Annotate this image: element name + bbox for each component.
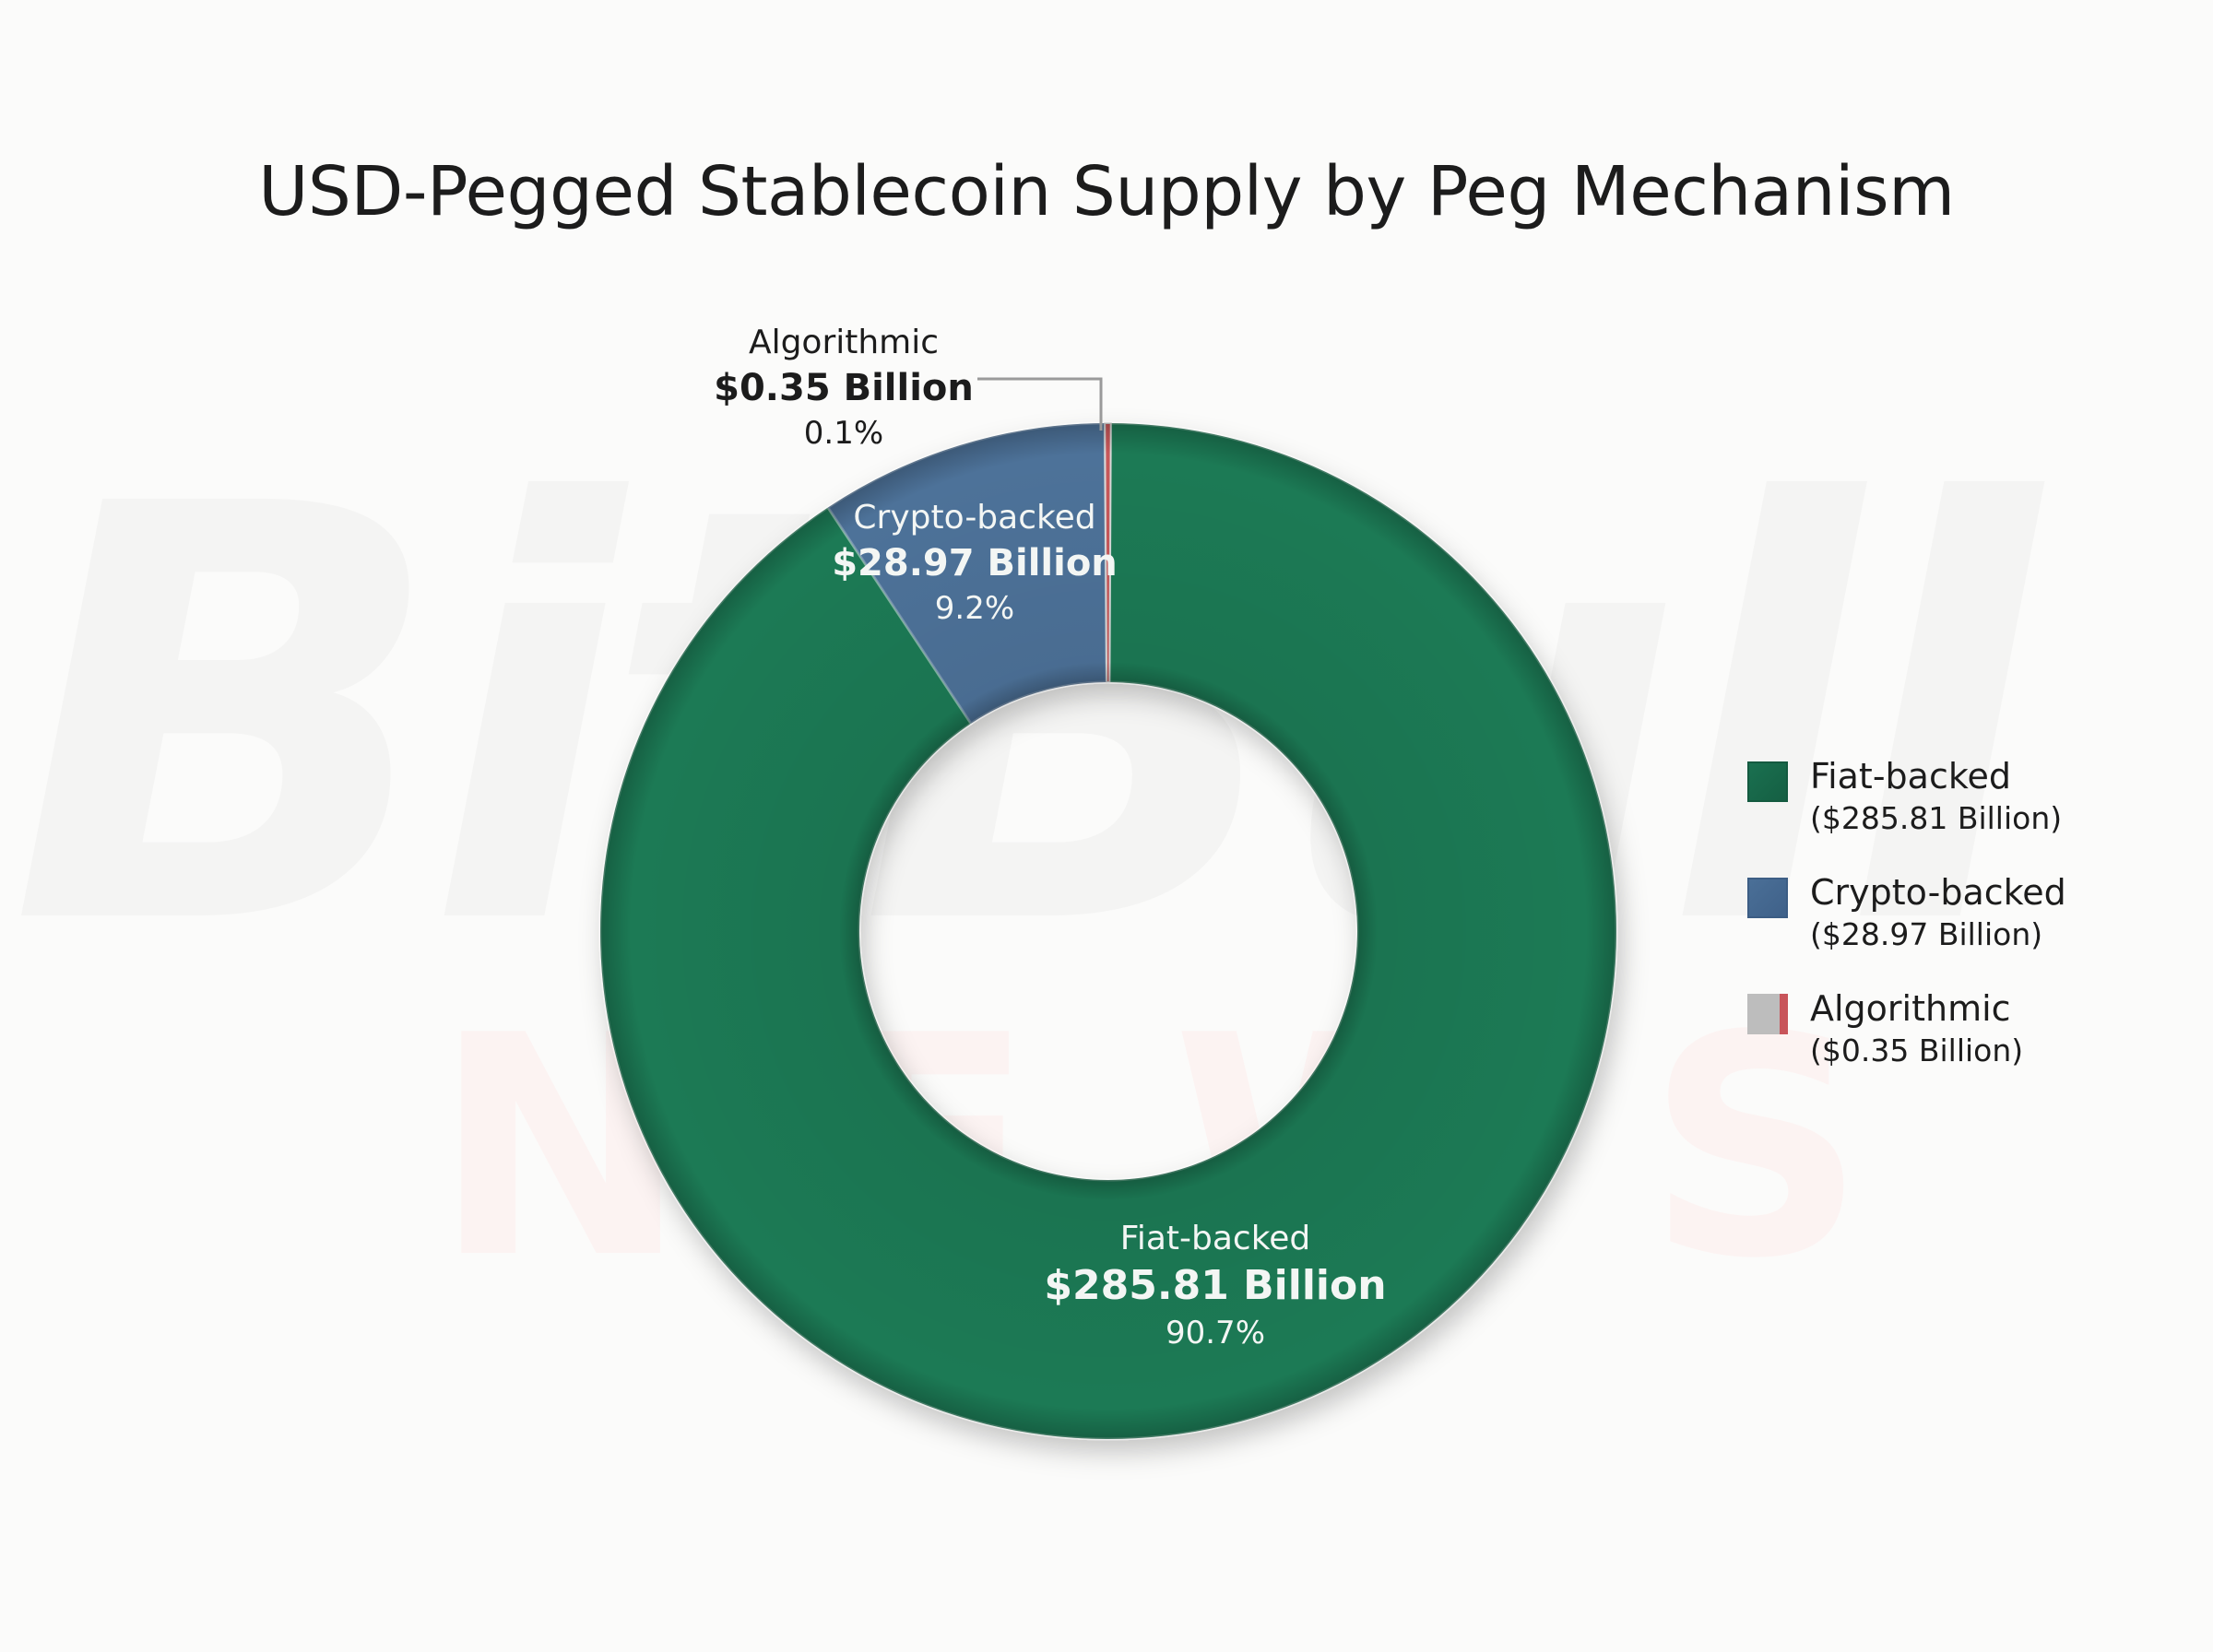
legend: Fiat-backed ($285.81 Billion) Crypto-bac… bbox=[1747, 754, 2066, 1103]
legend-name: Algorithmic bbox=[1810, 988, 2011, 1029]
legend-name: Crypto-backed bbox=[1810, 872, 2066, 913]
label-fiat-backed-value: $285.81 Billion bbox=[1044, 1262, 1387, 1309]
label-fiat-backed-name: Fiat-backed bbox=[1119, 1220, 1311, 1257]
label-algorithmic-value: $0.35 Billion bbox=[714, 367, 974, 409]
legend-item-crypto-backed[interactable]: Crypto-backed ($28.97 Billion) bbox=[1747, 870, 2066, 955]
label-crypto-backed-pct: 9.2% bbox=[934, 590, 1015, 627]
label-crypto-backed-value: $28.97 Billion bbox=[832, 542, 1118, 584]
legend-item-fiat-backed[interactable]: Fiat-backed ($285.81 Billion) bbox=[1747, 754, 2066, 839]
legend-value: ($285.81 Billion) bbox=[1810, 800, 2063, 836]
label-crypto-backed: Crypto-backed $28.97 Billion 9.2% bbox=[832, 496, 1118, 631]
algorithmic-leader-line bbox=[977, 377, 1103, 431]
legend-name: Fiat-backed bbox=[1810, 756, 2011, 796]
chart-title: USD-Pegged Stablecoin Supply by Peg Mech… bbox=[258, 152, 1955, 231]
label-fiat-backed-pct: 90.7% bbox=[1165, 1315, 1265, 1351]
legend-swatch-algorithmic bbox=[1747, 994, 1788, 1034]
label-crypto-backed-name: Crypto-backed bbox=[853, 499, 1096, 537]
legend-swatch-crypto-backed bbox=[1747, 878, 1788, 918]
label-algorithmic: Algorithmic $0.35 Billion 0.1% bbox=[714, 321, 974, 455]
label-algorithmic-pct: 0.1% bbox=[803, 415, 884, 452]
legend-value: ($28.97 Billion) bbox=[1810, 916, 2043, 952]
label-fiat-backed: Fiat-backed $285.81 Billion 90.7% bbox=[1044, 1217, 1386, 1355]
legend-item-algorithmic[interactable]: Algorithmic ($0.35 Billion) bbox=[1747, 986, 2066, 1071]
legend-value: ($0.35 Billion) bbox=[1810, 1032, 2024, 1068]
label-algorithmic-name: Algorithmic bbox=[748, 324, 940, 361]
legend-swatch-fiat-backed bbox=[1747, 761, 1788, 802]
